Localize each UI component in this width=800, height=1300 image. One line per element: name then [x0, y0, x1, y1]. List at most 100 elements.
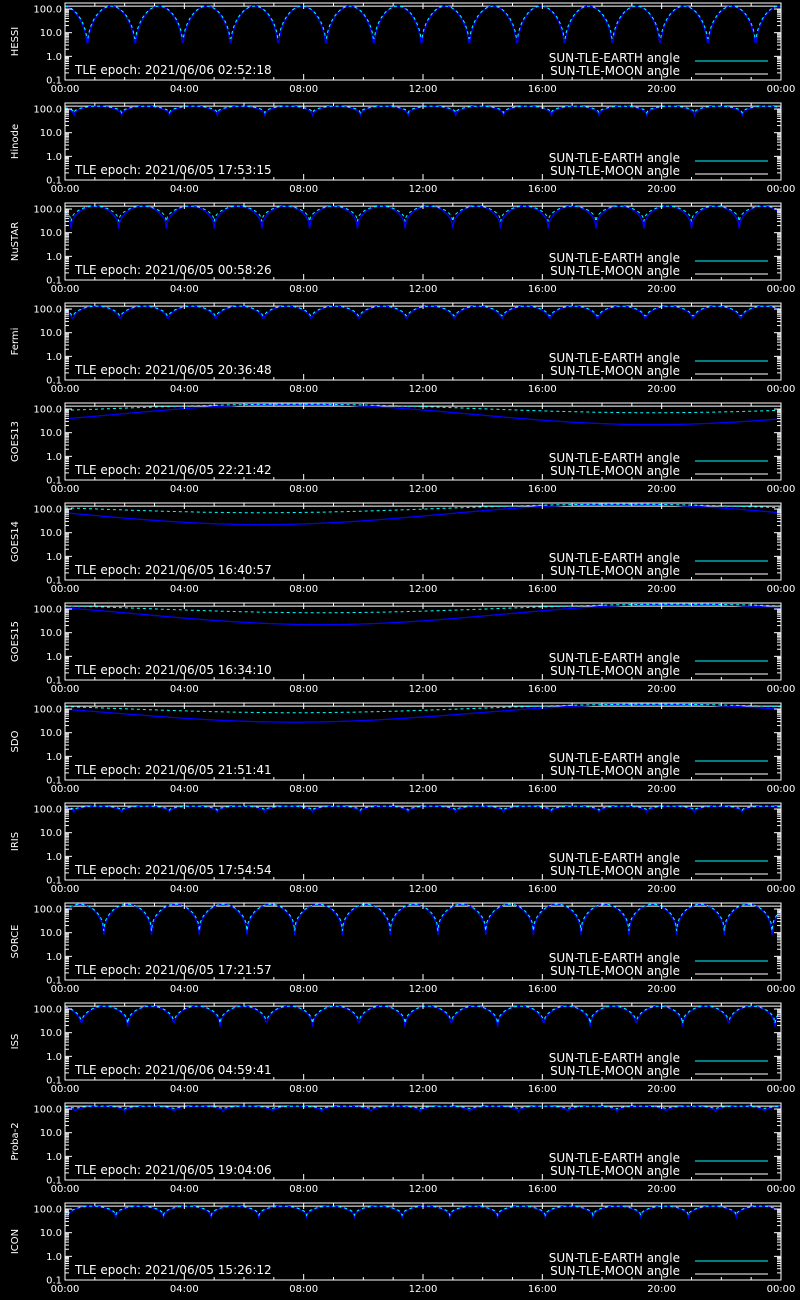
angle-plot: 100.010.01.00.100:00 04:00 08:00 12:00 16:00… — [10, 202, 795, 295]
panel-label: Proba-2 — [10, 1122, 21, 1160]
x-tick-label: 04:00 — [170, 184, 199, 195]
series-sun-tle-moon — [64, 205, 782, 229]
tle-epoch-label: TLE epoch: 2021/06/05 22:21:42 — [74, 463, 272, 477]
y-tick-label: 1.0 — [46, 952, 62, 963]
x-tick-label: 00:00 — [767, 684, 796, 695]
x-tick-label: 16:00 — [528, 384, 557, 395]
x-tick-label: 04:00 — [170, 584, 199, 595]
panel-label: ISS — [10, 1034, 21, 1050]
legend-earth-label: SUN-TLE-EARTH angle — [549, 251, 680, 265]
y-tick-label: 100.0 — [33, 105, 62, 116]
x-tick-label: 00:00 — [51, 984, 80, 995]
x-tick-label: 00:00 — [51, 1184, 80, 1195]
angle-plot: 100.010.01.00.100:00 04:00 08:00 12:00 16:00… — [10, 1102, 795, 1195]
x-tick-label: 16:00 — [528, 284, 557, 295]
y-tick-label: 1.0 — [46, 252, 62, 263]
x-tick-label: 16:00 — [528, 484, 557, 495]
y-tick-label: 1.0 — [46, 752, 62, 763]
panel-label: GOES14 — [10, 521, 21, 562]
y-tick-label: 100.0 — [33, 705, 62, 716]
x-tick-label: 00:00 — [767, 784, 796, 795]
x-tick-label: 00:00 — [51, 1284, 80, 1295]
y-tick-label: 10.0 — [40, 1028, 62, 1039]
y-tick-label: 1.0 — [46, 1252, 62, 1263]
x-tick-label: 00:00 — [51, 584, 80, 595]
x-tick-label: 20:00 — [647, 1184, 676, 1195]
tle-epoch-label: TLE epoch: 2021/06/05 16:40:57 — [74, 563, 272, 577]
x-tick-label: 12:00 — [409, 584, 438, 595]
x-tick-label: 16:00 — [528, 1084, 557, 1095]
x-tick-label: 00:00 — [51, 884, 80, 895]
x-tick-label: 12:00 — [409, 984, 438, 995]
x-tick-label: 20:00 — [647, 784, 676, 795]
legend-moon-label: SUN-TLE-MOON angle — [550, 64, 680, 78]
y-tick-label: 1.0 — [46, 552, 62, 563]
legend-moon-label: SUN-TLE-MOON angle — [550, 764, 680, 778]
panel-label: NuSTAR — [10, 222, 21, 261]
y-tick-label: 100.0 — [33, 205, 62, 216]
x-tick-label: 04:00 — [170, 1184, 199, 1195]
panel-icon: 100.0 10.0 1.0 0.1 00:00 04:00 08:00 12:00 16:00… — [0, 1200, 800, 1300]
y-tick-label: 100.0 — [33, 1205, 62, 1216]
legend-moon-label: SUN-TLE-MOON angle — [550, 464, 680, 478]
x-tick-label: 16:00 — [528, 84, 557, 95]
x-tick-label: 04:00 — [170, 384, 199, 395]
angle-plot: 100.010.01.00.100:00 04:00 08:00 12:00 16:00… — [10, 1202, 796, 1295]
x-tick-label: 08:00 — [289, 984, 318, 995]
x-tick-label: 12:00 — [409, 884, 438, 895]
x-tick-label: 08:00 — [289, 84, 318, 95]
y-tick-label: 100.0 — [33, 1105, 62, 1116]
x-tick-label: 08:00 — [289, 184, 318, 195]
y-tick-label: 10.0 — [40, 528, 62, 539]
x-tick-label: 12:00 — [409, 384, 438, 395]
angle-plot: 100.010.01.00.100:00 04:00 08:00 12:00 16:00… — [10, 1002, 796, 1095]
x-tick-label: 00:00 — [767, 1084, 796, 1095]
x-tick-label: 00:00 — [767, 1284, 796, 1295]
x-tick-label: 00:00 — [51, 284, 80, 295]
legend-moon-label: SUN-TLE-MOON angle — [550, 364, 680, 378]
legend-earth-label: SUN-TLE-EARTH angle — [549, 1051, 680, 1065]
y-tick-label: 10.0 — [40, 128, 62, 139]
angle-plot: 100.010.01.00.100:00 04:00 08:00 12:00 16:00… — [10, 702, 796, 795]
x-tick-label: 08:00 — [289, 684, 318, 695]
y-tick-label: 0.1 — [46, 176, 62, 187]
x-tick-label: 12:00 — [409, 184, 438, 195]
y-tick-label: 0.1 — [46, 1276, 62, 1287]
x-tick-label: 20:00 — [647, 1084, 676, 1095]
legend-earth-label: SUN-TLE-EARTH angle — [549, 551, 680, 565]
tle-epoch-label: TLE epoch: 2021/06/05 15:26:12 — [74, 1263, 272, 1277]
x-tick-label: 00:00 — [767, 584, 796, 595]
x-tick-label: 08:00 — [289, 1084, 318, 1095]
x-tick-label: 04:00 — [170, 884, 199, 895]
y-tick-label: 10.0 — [40, 928, 62, 939]
x-tick-label: 12:00 — [409, 284, 438, 295]
x-tick-label: 08:00 — [289, 1284, 318, 1295]
y-tick-label: 10.0 — [40, 28, 62, 39]
legend-earth-label: SUN-TLE-EARTH angle — [549, 951, 680, 965]
x-tick-label: 00:00 — [51, 784, 80, 795]
panel-label: Hinode — [10, 124, 21, 159]
x-tick-label: 08:00 — [289, 584, 318, 595]
x-tick-label: 00:00 — [767, 484, 796, 495]
x-tick-label: 08:00 — [289, 384, 318, 395]
y-tick-label: 10.0 — [40, 428, 62, 439]
x-tick-label: 12:00 — [409, 1284, 438, 1295]
y-tick-label: 100.0 — [33, 905, 62, 916]
y-tick-label: 1.0 — [46, 1052, 62, 1063]
panel-goes15: 100.0 10.0 1.0 0.1 00:00 04:00 08:00 12:00 16:00… — [0, 600, 800, 700]
legend-earth-label: SUN-TLE-EARTH angle — [549, 351, 680, 365]
x-tick-label: 12:00 — [409, 484, 438, 495]
legend-earth-label: SUN-TLE-EARTH angle — [549, 1151, 680, 1165]
y-tick-label: 0.1 — [46, 1176, 62, 1187]
x-tick-label: 00:00 — [767, 884, 796, 895]
panel-nustar: 100.0 10.0 1.0 0.1 00:00 04:00 08:00 12:00 16:00… — [0, 200, 800, 300]
x-tick-label: 00:00 — [767, 84, 796, 95]
legend-earth-label: SUN-TLE-EARTH angle — [549, 851, 680, 865]
tle-epoch-label: TLE epoch: 2021/06/05 21:51:41 — [74, 763, 272, 777]
x-tick-label: 16:00 — [528, 184, 557, 195]
x-tick-label: 08:00 — [289, 284, 318, 295]
legend-moon-label: SUN-TLE-MOON angle — [550, 1064, 680, 1078]
angle-plot: 100.010.01.00.100:00 04:00 08:00 12:00 16:00… — [10, 902, 795, 995]
x-tick-label: 16:00 — [528, 684, 557, 695]
x-tick-label: 04:00 — [170, 284, 199, 295]
